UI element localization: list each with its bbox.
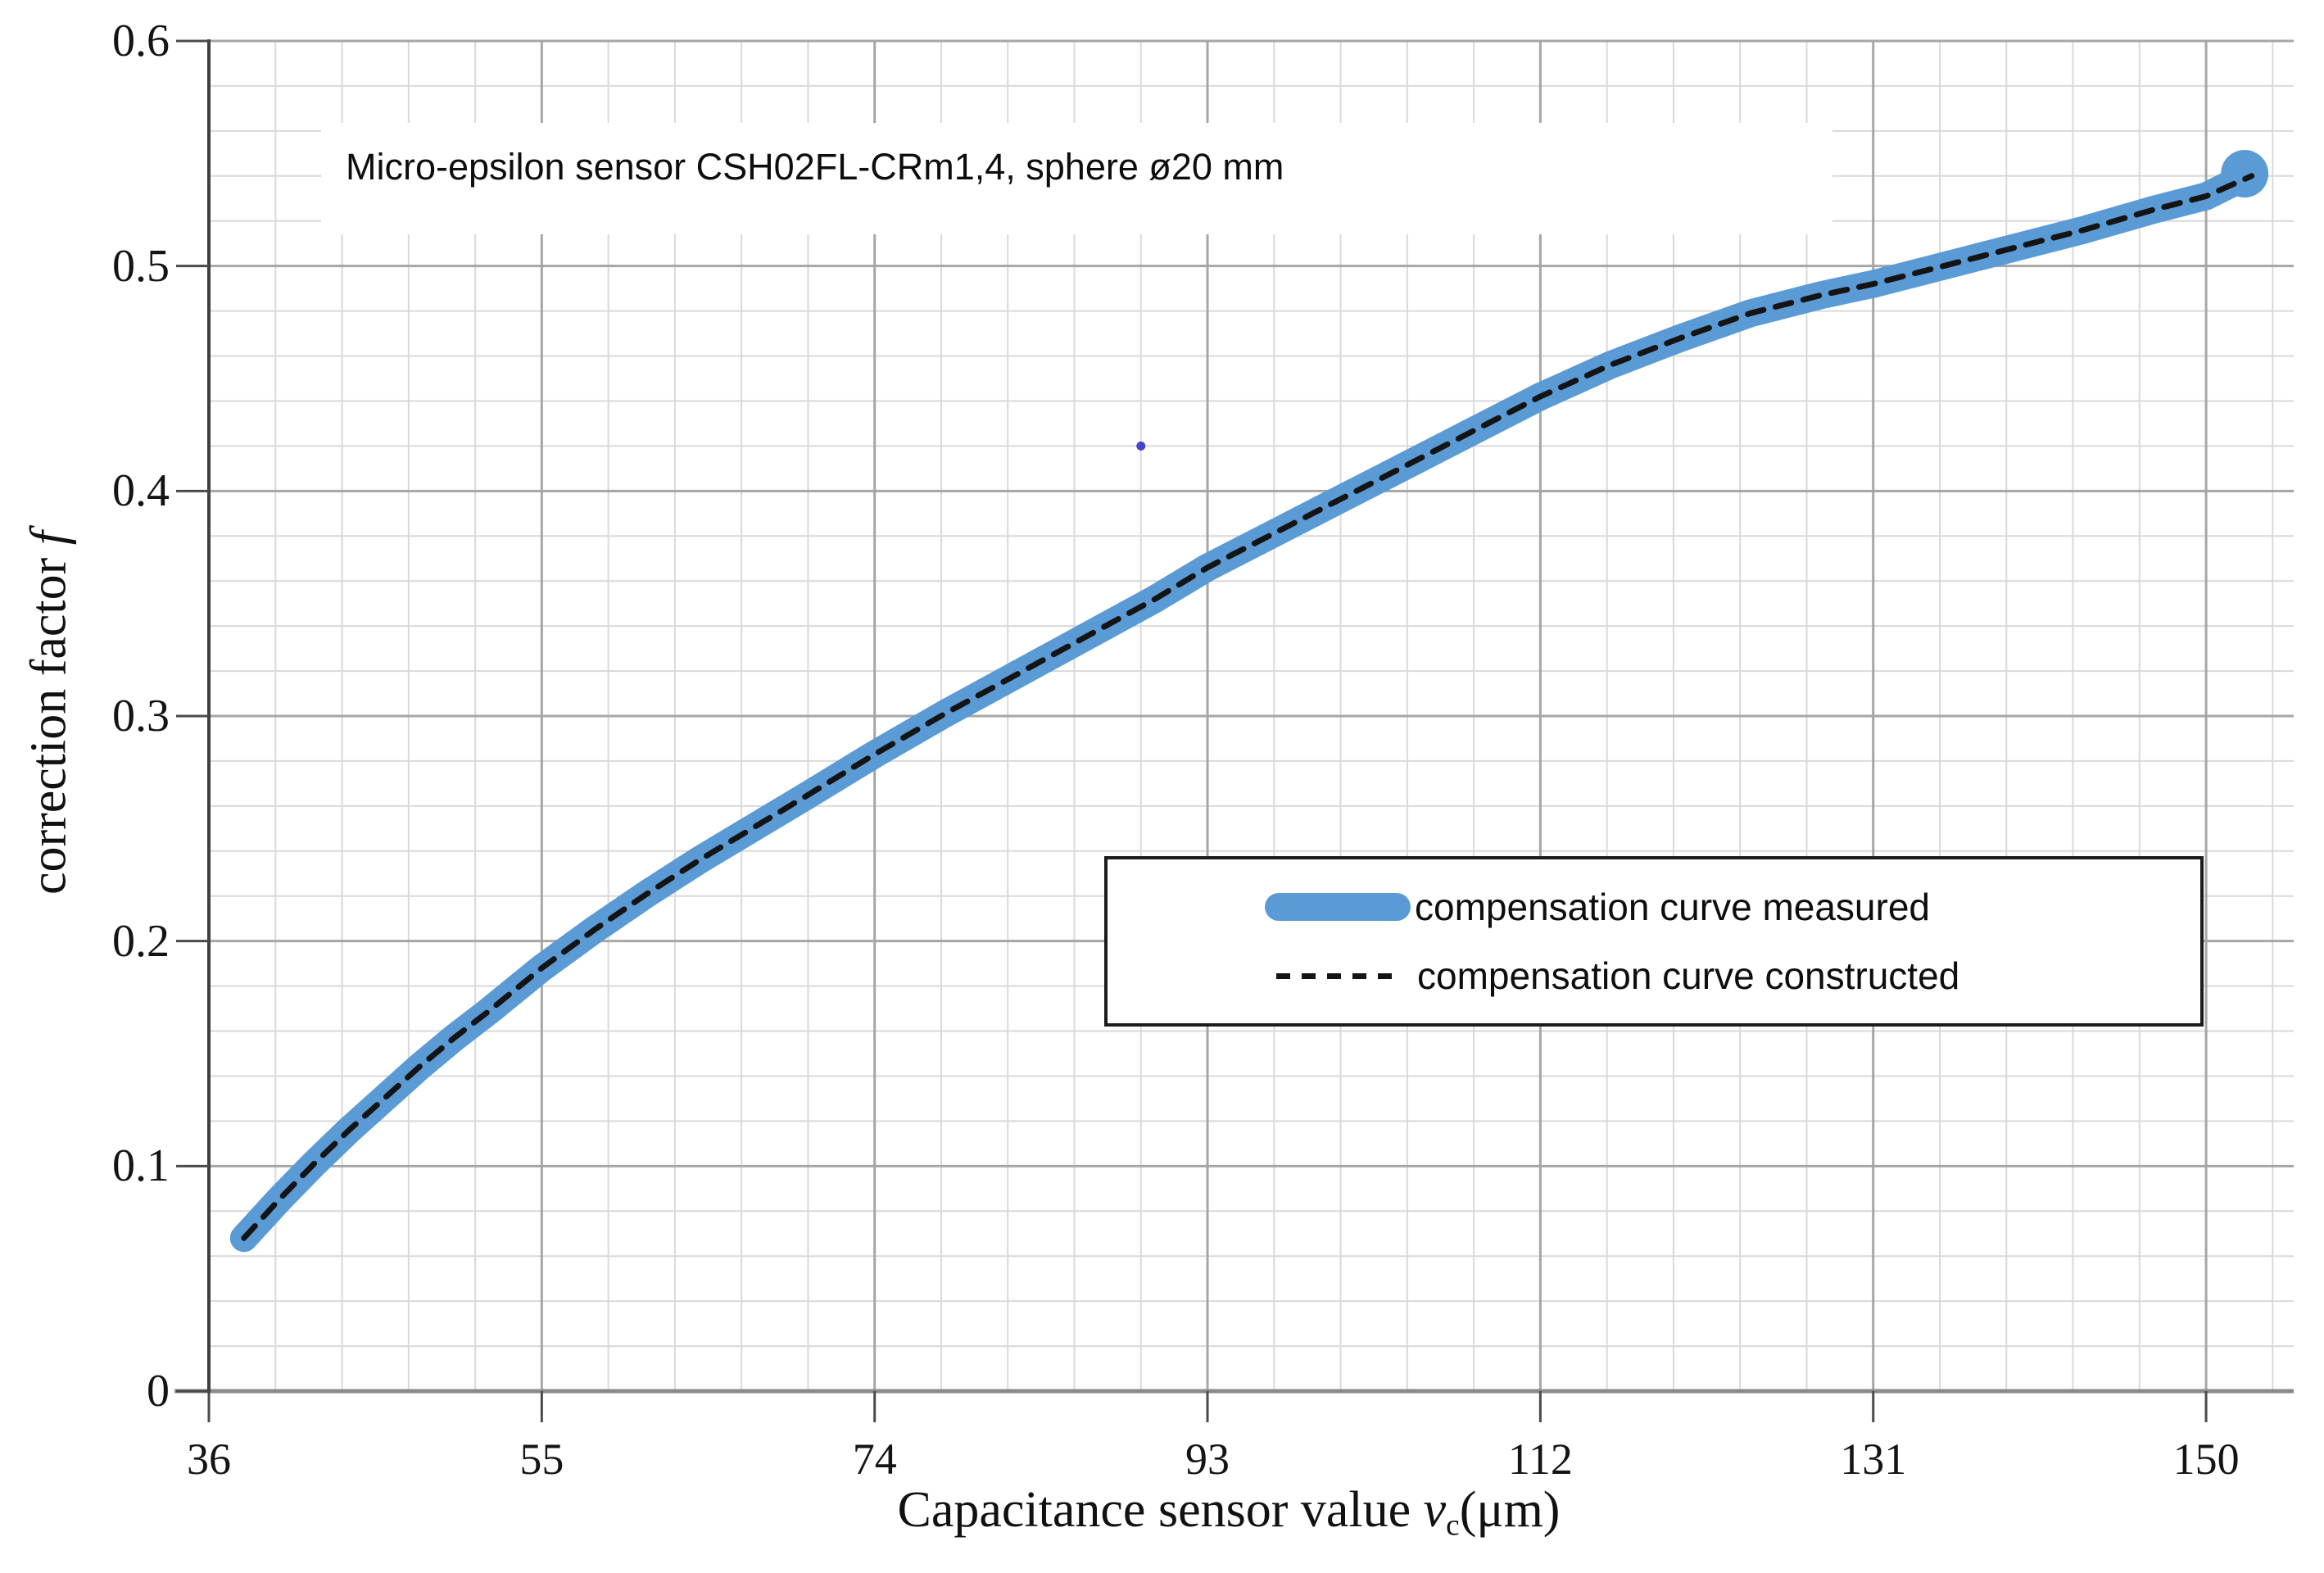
legend-item-measured: compensation curve measured <box>1108 885 2200 929</box>
x-axis-title: Capacitance sensor value vc(μm) <box>898 1481 1561 1543</box>
tick-marks <box>176 39 2208 1422</box>
y-tick-label: 0 <box>147 1366 170 1417</box>
x-tick-label: 55 <box>519 1435 564 1484</box>
legend-box: compensation curve measured compensation… <box>1104 856 2204 1027</box>
y-axis-title-text: correction factor <box>20 545 77 895</box>
y-tick-label: 0.4 <box>112 465 170 517</box>
x-tick-label: 93 <box>1185 1435 1230 1484</box>
x-axis-title-subscript: c <box>1446 1508 1460 1543</box>
title-background <box>321 123 1832 234</box>
x-axis-title-unit: (μm) <box>1459 1482 1561 1538</box>
legend-label-measured: compensation curve measured <box>1415 885 1930 928</box>
dashed-line-swatch-icon <box>1276 972 1398 979</box>
y-tick-label: 0.1 <box>112 1140 170 1192</box>
y-axis-title-symbol: f <box>20 530 77 546</box>
chart-title: Micro-epsilon sensor CSH02FL-CRm1,4, sph… <box>346 146 1284 188</box>
x-tick-label: 131 <box>1840 1435 1907 1484</box>
x-tick-label: 112 <box>1507 1435 1573 1484</box>
stray-dot <box>1136 441 1146 451</box>
y-tick-label: 0.5 <box>112 240 170 292</box>
x-tick-label: 36 <box>187 1435 231 1484</box>
y-tick-label: 0.6 <box>112 16 170 66</box>
constructed-curve <box>241 173 2255 1241</box>
thick-line-swatch-icon <box>1265 892 1411 921</box>
x-axis-title-symbol: v <box>1423 1482 1447 1538</box>
x-tick-label: 74 <box>852 1435 897 1484</box>
y-tick-label: 0.3 <box>112 691 170 741</box>
y-tick-label: 0.2 <box>112 915 170 967</box>
x-tick-label: 150 <box>2172 1435 2240 1484</box>
x-axis-title-text: Capacitance sensor value <box>897 1482 1424 1538</box>
y-axis-title: correction factor f <box>20 531 79 895</box>
legend-item-constructed: compensation curve constructed <box>1108 954 2200 998</box>
measured-curve <box>229 166 2252 1253</box>
measured-curve-end-dot <box>2221 150 2269 198</box>
legend-label-constructed: compensation curve constructed <box>1417 954 1960 998</box>
